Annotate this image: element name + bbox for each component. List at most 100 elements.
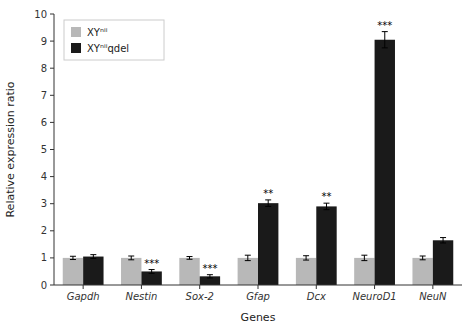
legend: XYⁿⁱⁱ XYⁿⁱⁱqdel (64, 20, 164, 60)
y-tick (50, 41, 54, 42)
x-tick-label: Gfap (246, 291, 270, 302)
bar (354, 258, 374, 285)
error-bar (265, 200, 271, 207)
error-cap (207, 274, 213, 275)
legend-swatch (71, 43, 81, 53)
error-line (151, 270, 152, 274)
bar (141, 271, 161, 285)
bar (412, 258, 432, 285)
error-cap (149, 273, 155, 274)
x-tick (374, 285, 375, 289)
error-cap (128, 256, 134, 257)
legend-label: XYⁿⁱⁱ (87, 27, 108, 38)
y-tick (50, 122, 54, 123)
error-cap (323, 203, 329, 204)
error-cap (149, 269, 155, 270)
x-tick (141, 285, 142, 289)
error-cap (207, 277, 213, 278)
bar (238, 258, 258, 285)
bar (258, 203, 278, 285)
error-cap (440, 242, 446, 243)
legend-label: XYⁿⁱⁱqdel (87, 43, 129, 54)
error-cap (245, 255, 251, 256)
error-bar (128, 256, 134, 260)
error-cap (90, 254, 96, 255)
bar (433, 240, 453, 285)
error-cap (440, 237, 446, 238)
y-tick-label: 7 (41, 90, 47, 101)
error-line (93, 255, 94, 259)
error-bar (149, 270, 155, 274)
annotation: ** (321, 191, 331, 202)
y-tick-label: 3 (41, 198, 47, 209)
bar (179, 258, 199, 285)
y-tick (50, 203, 54, 204)
error-line (384, 32, 385, 48)
x-tick-label: Nestin (125, 291, 157, 302)
y-axis-label: Relative expression ratio (4, 81, 17, 217)
error-bar (323, 203, 329, 210)
error-line (306, 256, 307, 260)
y-tick-label: 10 (34, 9, 47, 20)
x-tick (83, 285, 84, 289)
error-cap (323, 209, 329, 210)
bar (296, 258, 316, 285)
annotation: *** (377, 20, 392, 31)
error-cap (382, 47, 388, 48)
y-tick (50, 176, 54, 177)
x-tick-label: Gapdh (67, 291, 100, 302)
error-cap (303, 260, 309, 261)
annotation: *** (144, 258, 159, 269)
error-cap (187, 259, 193, 260)
error-bar (303, 256, 309, 260)
error-line (326, 203, 327, 210)
error-line (268, 200, 269, 207)
x-tick (199, 285, 200, 289)
bar (200, 276, 220, 285)
error-cap (90, 258, 96, 259)
error-bar (361, 255, 367, 260)
error-cap (382, 31, 388, 32)
bar (83, 257, 103, 285)
error-cap (128, 259, 134, 260)
x-tick-label: Dcx (307, 291, 326, 302)
y-tick (50, 14, 54, 15)
bar (121, 258, 141, 285)
error-cap (70, 259, 76, 260)
error-line (443, 238, 444, 243)
error-bar (440, 238, 446, 243)
y-axis-line (54, 14, 55, 285)
bar (316, 206, 336, 285)
y-tick (50, 68, 54, 69)
y-tick (50, 285, 54, 286)
error-cap (245, 260, 251, 261)
y-tick (50, 230, 54, 231)
error-cap (420, 259, 426, 260)
x-tick-label: NeuroD1 (352, 291, 396, 302)
error-bar (70, 256, 76, 259)
error-line (131, 256, 132, 260)
x-axis-label: Genes (241, 311, 276, 324)
x-tick-label: Sox-2 (186, 291, 214, 302)
y-tick-label: 9 (41, 36, 47, 47)
x-axis: GapdhNestinSox-2GfapDcxNeuroD1NeuN (67, 285, 447, 302)
y-tick-label: 2 (41, 225, 47, 236)
error-cap (70, 256, 76, 257)
legend-box (64, 20, 164, 60)
y-tick-label: 6 (41, 117, 47, 128)
error-bar (245, 255, 251, 260)
error-cap (361, 255, 367, 256)
error-line (422, 256, 423, 260)
error-line (364, 255, 365, 260)
error-bar (382, 32, 388, 48)
y-tick-label: 5 (41, 144, 47, 155)
y-tick-label: 0 (41, 280, 47, 291)
error-cap (265, 199, 271, 200)
bars (63, 32, 454, 285)
annotation: ** (263, 188, 273, 199)
y-tick (50, 257, 54, 258)
error-cap (420, 256, 426, 257)
error-bar (187, 257, 193, 260)
x-tick (316, 285, 317, 289)
error-cap (265, 206, 271, 207)
